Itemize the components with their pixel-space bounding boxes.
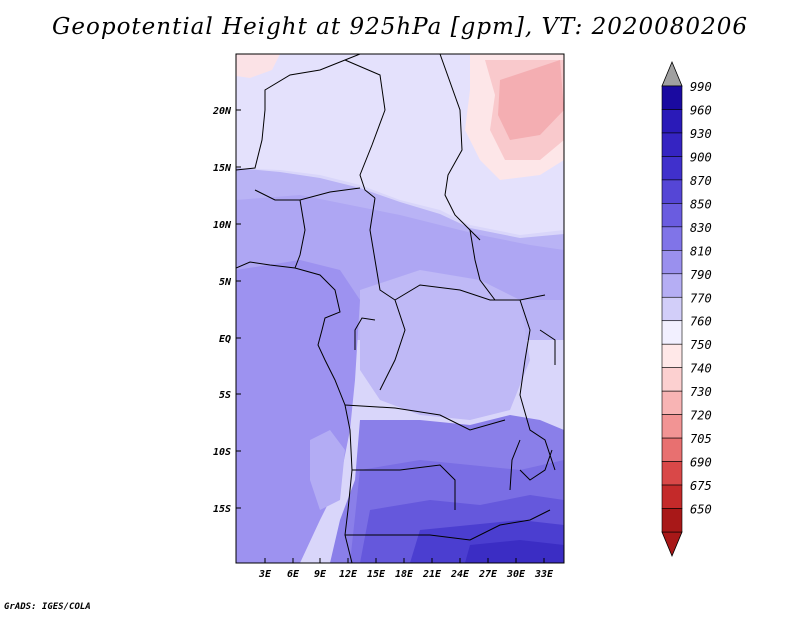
lat-label: 10N [213,220,232,231]
lon-label: 21E [422,569,442,580]
lon-label: 12E [339,569,358,580]
colorbar-segment [661,343,683,368]
colorbar-label: 990 [690,80,712,94]
colorbar-label: 740 [690,362,712,376]
lon-label: 24E [450,569,470,580]
height-field [236,54,564,563]
colorbar-segment [661,390,683,415]
lon-label: 33E [534,569,554,580]
colorbar-segment [661,226,683,251]
footer-credit: GrADS: IGES/COLA [4,602,91,612]
map-frame [235,53,565,564]
lon-ticks [264,558,545,563]
colorbar-label: 705 [690,432,712,446]
lat-label: 5S [219,390,231,401]
colorbar-segment [661,296,683,322]
colorbar-label: 730 [690,385,712,399]
colorbar-segment [661,461,683,486]
lon-label: 3E [258,569,272,580]
colorbar-segment [661,250,683,275]
colorbar-segment [661,437,683,462]
borders [236,54,556,563]
colorbar-label: 900 [690,150,712,164]
colorbar-label: 930 [690,127,712,141]
lon-label: 6E [287,569,300,580]
colorbar-bottom-arrow [661,531,683,558]
colorbar-segment [661,414,683,439]
colorbar-label: 770 [690,291,712,305]
colorbar-label: 850 [690,197,712,211]
map-title: Geopotential Height at 925hPa [gpm], VT:… [52,14,748,40]
lon-label: 15E [367,569,386,580]
colorbar-segment [661,367,683,392]
lat-label: EQ [219,334,231,345]
lon-label: 18E [395,569,414,580]
lon-label: 9E [314,569,327,580]
colorbar-label: 870 [690,174,712,188]
colorbar-label: 675 [690,479,712,493]
colorbar-segment [661,109,683,134]
colorbar-segment [661,320,683,345]
colorbar-label: 650 [690,503,712,517]
lon-label: 27E [478,569,498,580]
colorbar-segment [661,484,683,509]
lon-label: 30E [506,569,526,580]
lat-label: 5N [219,277,232,288]
colorbar-segment [661,273,683,298]
colorbar-segment [661,179,683,204]
lat-label: 10S [213,447,231,458]
colorbar-label: 720 [690,409,712,423]
colorbar-label: 750 [690,338,712,352]
lat-label: 15N [213,163,232,174]
colorbar-label: 810 [690,244,712,258]
colorbar-label: 960 [690,103,712,117]
lat-ticks [236,109,241,509]
colorbar: 990 960 930 900 870 850 830 810 790 770 760 750 740 7… [661,60,712,558]
colorbar-label: 760 [690,315,712,329]
colorbar-label: 690 [690,456,712,470]
colorbar-label: 830 [690,221,712,235]
colorbar-segment [661,203,683,228]
lat-label: 15S [213,504,231,515]
colorbar-segment [661,85,683,110]
colorbar-top-arrow [661,60,683,87]
lat-label: 20N [212,106,232,117]
colorbar-segment [661,508,683,533]
colorbar-segment [661,132,683,157]
colorbar-label: 790 [690,268,712,282]
colorbar-segment [661,156,683,181]
